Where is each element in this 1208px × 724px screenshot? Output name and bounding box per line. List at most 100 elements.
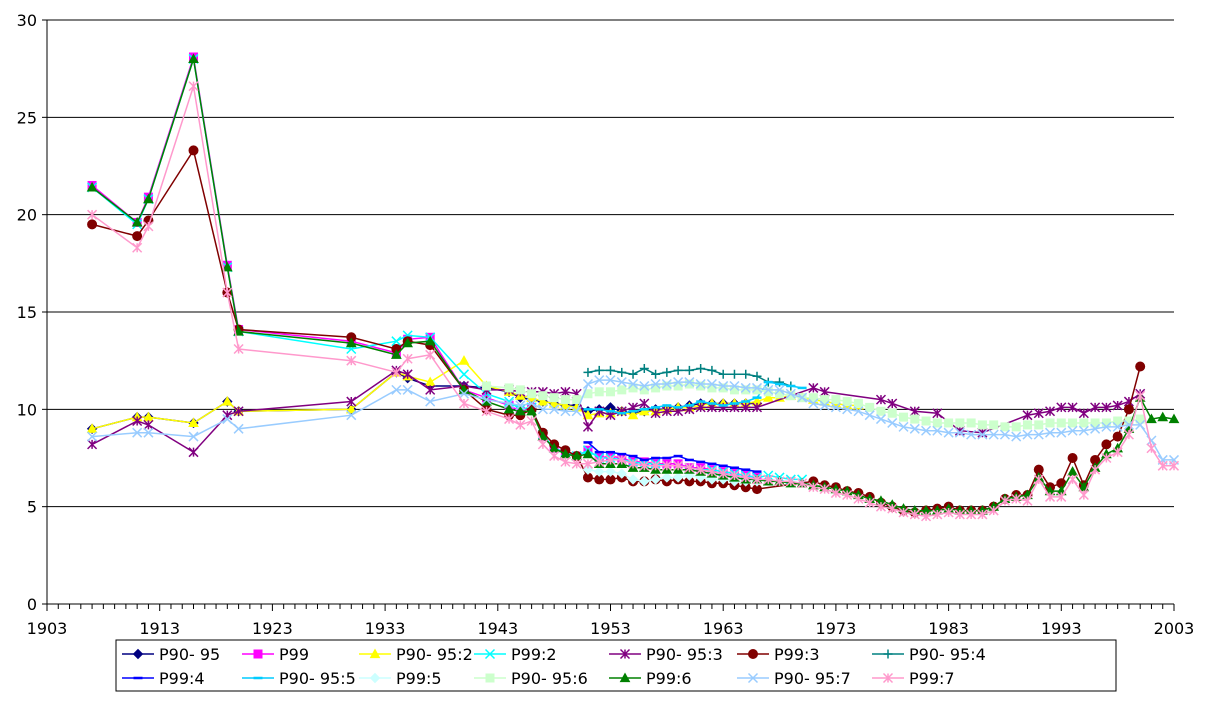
data-point bbox=[1090, 402, 1101, 413]
x-tick-label: 1913 bbox=[139, 619, 180, 638]
series-line bbox=[91, 58, 803, 481]
data-point bbox=[538, 391, 548, 401]
data-point bbox=[571, 406, 582, 417]
data-point bbox=[763, 474, 774, 485]
data-point bbox=[1146, 413, 1157, 424]
data-point bbox=[944, 418, 954, 428]
data-point bbox=[1078, 489, 1089, 501]
data-point bbox=[143, 221, 154, 232]
legend-item-11: P90- 95:6 bbox=[474, 669, 588, 688]
legend-label: P99:3 bbox=[774, 645, 820, 664]
data-point bbox=[1078, 425, 1089, 436]
data-point bbox=[86, 181, 98, 192]
data-point bbox=[819, 386, 830, 397]
legend-swatch-marker bbox=[253, 649, 263, 659]
data-point bbox=[1034, 420, 1044, 430]
data-point bbox=[582, 464, 594, 475]
data-point bbox=[458, 388, 470, 399]
legend-swatch-marker bbox=[369, 648, 381, 659]
data-point bbox=[808, 393, 818, 403]
data-point bbox=[1033, 408, 1044, 419]
data-point bbox=[684, 462, 695, 473]
data-point bbox=[346, 355, 357, 366]
data-point bbox=[887, 503, 898, 514]
data-point bbox=[402, 384, 413, 395]
data-point bbox=[1101, 418, 1111, 428]
data-point bbox=[1022, 429, 1033, 440]
data-point bbox=[718, 369, 728, 379]
data-point bbox=[842, 397, 852, 407]
data-point bbox=[582, 409, 594, 420]
data-point bbox=[763, 387, 773, 397]
series-11 bbox=[482, 379, 1145, 432]
legend-item-2: P99 bbox=[242, 645, 309, 664]
data-point bbox=[391, 336, 402, 347]
data-point bbox=[695, 464, 706, 475]
data-point bbox=[504, 414, 515, 425]
data-point bbox=[526, 398, 537, 409]
data-point bbox=[560, 386, 571, 397]
data-point bbox=[549, 404, 560, 415]
data-point bbox=[1079, 418, 1089, 428]
data-point bbox=[1112, 447, 1123, 458]
data-point bbox=[932, 408, 943, 419]
data-point bbox=[402, 369, 413, 380]
legend-label: P90- 95:4 bbox=[909, 645, 986, 664]
data-point bbox=[628, 378, 639, 390]
data-point bbox=[1056, 418, 1066, 428]
data-point bbox=[221, 396, 233, 406]
data-point bbox=[808, 398, 819, 409]
data-point bbox=[684, 377, 695, 388]
legend-label: P99 bbox=[279, 645, 309, 664]
data-point bbox=[785, 388, 796, 399]
data-point bbox=[560, 456, 571, 467]
data-point bbox=[707, 365, 717, 375]
data-point bbox=[481, 394, 492, 405]
data-point bbox=[233, 325, 244, 336]
legend-label: P99:6 bbox=[646, 669, 692, 688]
data-point bbox=[1101, 439, 1112, 450]
data-point bbox=[1123, 404, 1134, 415]
legend-item-7: P90- 95:4 bbox=[872, 645, 986, 664]
legend-label: P90- 95:2 bbox=[396, 645, 473, 664]
data-point bbox=[132, 231, 143, 242]
legend-swatch-marker bbox=[883, 649, 893, 659]
data-point bbox=[548, 397, 560, 408]
data-point bbox=[1067, 425, 1078, 436]
data-point bbox=[1157, 460, 1168, 471]
data-point bbox=[132, 242, 143, 253]
legend-swatch-marker bbox=[619, 648, 631, 660]
data-point bbox=[762, 392, 774, 402]
data-point bbox=[1135, 419, 1146, 430]
data-point bbox=[650, 378, 661, 390]
data-point bbox=[86, 423, 98, 433]
legend-item-14: P99:7 bbox=[872, 669, 955, 688]
data-point bbox=[752, 371, 762, 381]
data-point bbox=[662, 381, 672, 391]
data-point bbox=[943, 507, 954, 518]
data-point bbox=[898, 421, 909, 432]
data-point bbox=[526, 415, 537, 427]
series-group bbox=[86, 52, 1180, 522]
data-point bbox=[87, 209, 98, 220]
data-point bbox=[638, 405, 650, 416]
legend-label: P99:2 bbox=[511, 645, 557, 664]
data-point bbox=[1112, 400, 1123, 411]
data-point bbox=[345, 337, 357, 348]
data-point bbox=[706, 378, 717, 390]
data-point bbox=[639, 398, 650, 409]
x-tick-label: 1903 bbox=[27, 619, 68, 638]
data-point bbox=[1067, 402, 1078, 413]
data-point bbox=[763, 384, 774, 395]
data-point bbox=[1146, 443, 1157, 454]
data-point bbox=[188, 145, 199, 156]
legend-label: P99:5 bbox=[396, 669, 442, 688]
legend-box bbox=[115, 639, 1117, 692]
data-point bbox=[740, 402, 751, 413]
data-point bbox=[131, 216, 143, 227]
data-point bbox=[458, 369, 470, 380]
legend-swatch-marker bbox=[369, 672, 381, 684]
data-point bbox=[1033, 429, 1044, 440]
legend-item-3: P90- 95:2 bbox=[359, 645, 473, 664]
